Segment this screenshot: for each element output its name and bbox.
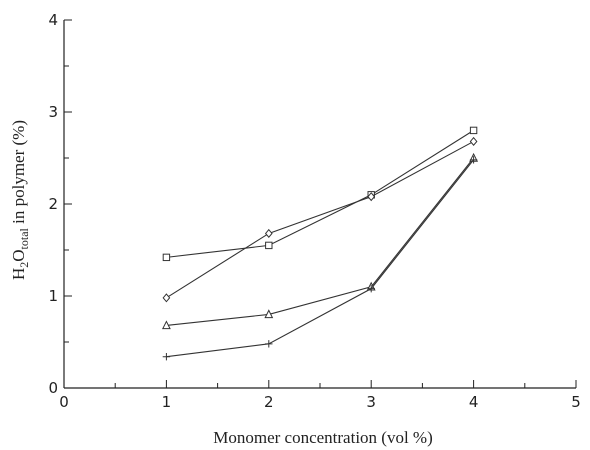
plus-marker xyxy=(162,353,171,361)
x-tick-label: 2 xyxy=(264,393,274,411)
y-axis-title: H2Ototal in polymer (%) xyxy=(9,120,31,280)
x-tick-label: 5 xyxy=(571,393,581,411)
x-axis-title: Monomer concentration (vol %) xyxy=(213,428,433,447)
plus-marker xyxy=(469,156,478,164)
series-diamond xyxy=(162,136,478,303)
y-tick-label: 2 xyxy=(48,195,58,213)
triangle-marker xyxy=(161,320,171,330)
x-tick-label: 4 xyxy=(469,393,479,411)
y-tick-label: 1 xyxy=(48,287,58,305)
y-axis-title-suffix: in polymer (%) xyxy=(9,120,28,228)
diamond-marker xyxy=(367,192,376,202)
series-line xyxy=(166,140,474,299)
series-line xyxy=(166,129,474,258)
diamond-marker xyxy=(264,228,273,239)
series-line xyxy=(166,159,475,358)
y-axis-title-o: O xyxy=(9,249,28,261)
y-tick-label: 4 xyxy=(48,11,58,29)
x-tick-label: 1 xyxy=(162,393,172,411)
y-axis-title-sub-total: total xyxy=(17,227,31,249)
chart-axes: 0 1 2 3 4 0 1 2 3 4 5 xyxy=(48,11,580,411)
y-tick-label: 3 xyxy=(48,103,58,121)
y-axis-title-h: H xyxy=(9,268,28,280)
square-marker xyxy=(162,253,171,262)
diamond-marker xyxy=(162,293,171,303)
square-marker xyxy=(265,241,273,250)
plus-marker xyxy=(265,340,273,348)
series-triangle xyxy=(161,152,479,330)
series-plus xyxy=(162,156,478,361)
square-marker xyxy=(469,126,478,135)
y-axis-title-sub-2: 2 xyxy=(17,262,31,268)
chart-plot-area xyxy=(161,126,479,361)
triangle-marker xyxy=(264,309,274,319)
x-tick-label: 0 xyxy=(59,393,69,411)
x-tick-label: 3 xyxy=(366,393,376,411)
y-tick-label: 0 xyxy=(48,379,58,397)
plus-marker xyxy=(367,284,375,293)
series-line xyxy=(166,157,475,326)
diamond-marker xyxy=(469,136,478,147)
series-square xyxy=(162,126,478,262)
